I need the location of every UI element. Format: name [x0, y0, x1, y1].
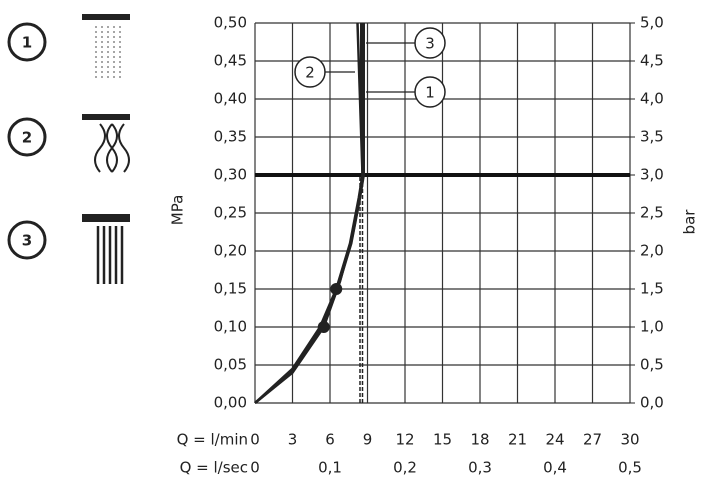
y2-tick-label: 4,0	[640, 90, 664, 108]
y2-tick-label: 1,5	[640, 280, 664, 298]
x-tick-label: 3	[288, 431, 298, 449]
series-line	[254, 23, 364, 404]
x-tick-label: 27	[583, 431, 602, 449]
icon-number: 3	[22, 232, 32, 250]
callout-circle	[414, 76, 446, 108]
x-tick-label: 21	[508, 431, 527, 449]
y-axis-label: MPa	[169, 195, 187, 226]
x-tick-label: 30	[620, 431, 639, 449]
y2-tick-label: 0,0	[640, 394, 664, 412]
x-tick-label: 15	[433, 431, 452, 449]
y2-tick-label: 5,0	[640, 14, 664, 32]
callout-circle	[414, 27, 446, 59]
y-tick-label: 0,15	[214, 280, 247, 298]
x2-axis-label: Q = l/sec	[180, 459, 248, 477]
y2-axis-label: bar	[681, 209, 699, 235]
y2-tick-label: 1,0	[640, 318, 664, 336]
x-tick-label: 12	[395, 431, 414, 449]
x2-tick-label: 0	[250, 459, 260, 477]
y-tick-label: 0,35	[214, 128, 247, 146]
y2-tick-label: 0,5	[640, 356, 664, 374]
y2-tick-label: 2,5	[640, 204, 664, 222]
legend-label: 2	[305, 64, 315, 82]
y2-tick-label: 3,5	[640, 128, 664, 146]
x2-tick-label: 0,3	[468, 459, 492, 477]
icon-number: 2	[22, 129, 32, 147]
x-axis-label: Q = l/min	[177, 431, 248, 449]
icon-number-circle	[7, 22, 47, 62]
x2-tick-label: 0,2	[393, 459, 417, 477]
x-tick-label: 0	[250, 431, 260, 449]
legend-label: 3	[425, 35, 435, 53]
y2-tick-label: 2,0	[640, 242, 664, 260]
icon-number-circle	[7, 117, 47, 157]
x-tick-label: 9	[363, 431, 373, 449]
y-tick-label: 0,50	[214, 14, 247, 32]
shower-icons	[82, 14, 130, 284]
y-tick-label: 0,40	[214, 90, 247, 108]
y-tick-label: 0,20	[214, 242, 247, 260]
y2-tick-label: 4,5	[640, 52, 664, 70]
y-tick-label: 0,25	[214, 204, 247, 222]
x-tick-label: 18	[470, 431, 489, 449]
y-tick-label: 0,00	[214, 394, 247, 412]
x2-tick-label: 0,5	[618, 459, 642, 477]
y-tick-label: 0,10	[214, 318, 247, 336]
x2-tick-label: 0,4	[543, 459, 567, 477]
icon-number: 1	[22, 34, 32, 52]
x-tick-label: 6	[325, 431, 335, 449]
y-tick-label: 0,05	[214, 356, 247, 374]
y-tick-label: 0,45	[214, 52, 247, 70]
icon-number-circle	[7, 220, 47, 260]
y-tick-label: 0,30	[214, 166, 247, 184]
x-tick-label: 24	[545, 431, 564, 449]
callout-circle	[294, 56, 326, 88]
y2-tick-label: 3,0	[640, 166, 664, 184]
x2-tick-label: 0,1	[318, 459, 342, 477]
legend-label: 1	[425, 84, 435, 102]
